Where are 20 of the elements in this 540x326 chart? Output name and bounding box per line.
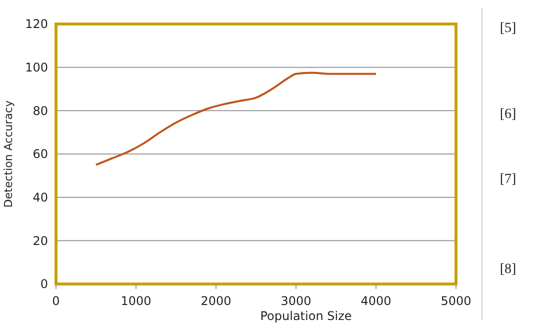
x-tick-label: 3000	[280, 294, 312, 308]
y-tick-label: 0	[40, 277, 48, 292]
y-tick-label: 40	[32, 190, 48, 205]
y-tick-label: 100	[25, 60, 48, 75]
y-tick-label: 120	[25, 17, 48, 32]
text: [7]	[500, 172, 516, 187]
y-tick-label: 60	[32, 147, 48, 162]
text: [5]	[500, 21, 516, 36]
y-tick-label: 80	[32, 104, 48, 118]
y-tick-label: 20	[32, 234, 48, 248]
y-axis-title: Detection Accuracy	[2, 100, 15, 208]
x-tick-label: 5000	[440, 294, 472, 308]
x-tick-label: 0	[52, 294, 60, 308]
x-tick-label: 4000	[360, 294, 392, 308]
text: [6]	[500, 107, 516, 122]
text: [8]	[500, 262, 516, 277]
x-tick-label: 2000	[200, 294, 232, 308]
line-series	[95, 72, 377, 166]
x-axis-title: Population Size	[260, 309, 352, 323]
x-tick-label: 1000	[120, 294, 152, 308]
